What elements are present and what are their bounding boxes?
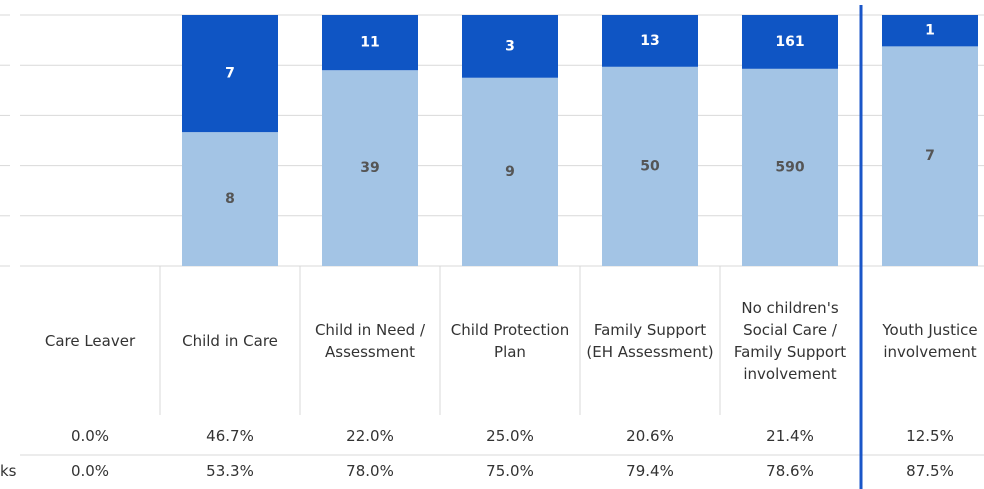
data-label: 3 [505, 38, 515, 54]
data-label: 9 [505, 164, 515, 180]
table-cell: 79.4% [626, 462, 674, 480]
table-cell: 46.7% [206, 427, 254, 445]
table-cell: 87.5% [906, 462, 954, 480]
bar-segment [182, 15, 278, 133]
data-label: 13 [640, 33, 659, 49]
table-cell: 0.0% [70, 427, 110, 445]
data-label: 39 [360, 160, 379, 176]
row-label: ks [0, 462, 17, 480]
table-cell: 75.0% [486, 462, 534, 480]
table-cell: 20.6% [626, 427, 674, 445]
bar-segment [182, 132, 278, 266]
data-label: 50 [640, 158, 660, 174]
data-label: 161 [775, 34, 804, 50]
bar-segment [462, 15, 558, 78]
data-label: 7 [925, 148, 935, 164]
bar-segment [602, 66, 698, 267]
category-label: Child Protection Plan [450, 321, 570, 361]
table-cell: 53.3% [206, 462, 254, 480]
category-label: Care Leaver [44, 332, 136, 350]
bar-segment [322, 15, 418, 71]
category-label: Youth Justice involvement [882, 321, 978, 361]
bar-segment [742, 68, 838, 266]
bar-segment [882, 15, 978, 47]
bar-segment [602, 15, 698, 67]
category-label: Child in Care [182, 332, 278, 350]
bar-segment [882, 46, 978, 266]
category-label: No children's Social Care / Family Suppo… [733, 299, 847, 383]
table-cell: 78.6% [766, 462, 814, 480]
data-label: 1 [925, 23, 935, 39]
bar-segment [322, 70, 418, 266]
category-label: Family Support (EH Assessment) [586, 321, 714, 361]
table-cell: 0.0% [70, 462, 110, 480]
category-label: Child in Need / Assessment [314, 321, 426, 361]
table-cell: 22.0% [346, 427, 394, 445]
data-label: 590 [775, 159, 804, 175]
table-cell: 78.0% [346, 462, 394, 480]
data-label: 11 [360, 35, 379, 51]
data-label: 8 [225, 191, 235, 207]
table-cell: 25.0% [486, 427, 534, 445]
table-cell: 21.4% [766, 427, 814, 445]
table-cell: 12.5% [906, 427, 954, 445]
bar-segment [462, 77, 558, 266]
bar-segment [742, 15, 838, 69]
data-label: 7 [225, 66, 235, 82]
